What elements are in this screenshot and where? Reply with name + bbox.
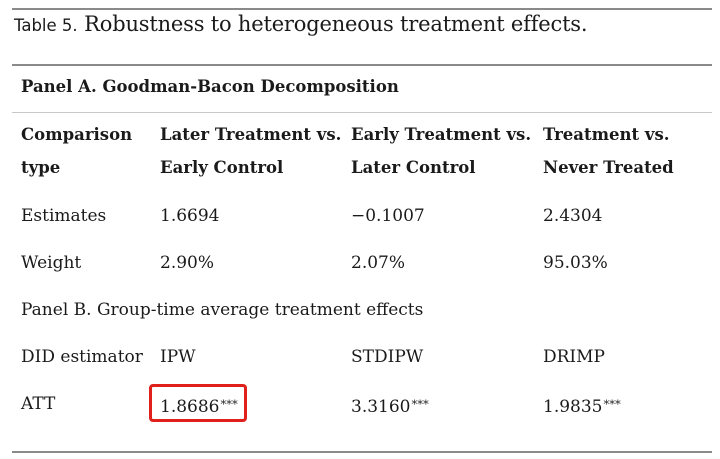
att-drimp-cell: 1.9835*** — [543, 387, 621, 424]
highlight-box — [149, 384, 247, 422]
header-later-treatment-line1: Later Treatment vs. — [160, 125, 342, 144]
table-cell: 1.6694 — [160, 206, 220, 226]
row-label: DID estimator — [21, 347, 143, 367]
estimator-drimp: DRIMP — [543, 347, 605, 367]
table-cell: −0.1007 — [351, 206, 425, 226]
table-cell: 2.4304 — [543, 206, 603, 226]
header-early-treatment-line1: Early Treatment vs. — [351, 125, 532, 144]
caption-divider — [12, 64, 712, 66]
significance-stars: *** — [603, 397, 621, 411]
att-stdipw-cell: 3.3160*** — [351, 387, 429, 424]
estimator-ipw: IPW — [160, 347, 196, 367]
header-early-treatment-line2: Later Control — [351, 158, 476, 177]
header-later-treatment-line2: Early Control — [160, 158, 284, 177]
caption-title: Robustness to heterogeneous treatment ef… — [84, 12, 588, 36]
significance-stars: *** — [220, 397, 238, 411]
row-label: ATT — [21, 394, 56, 414]
header-comparison-line2: type — [21, 158, 61, 177]
panel-a-title: Panel A. Goodman-Bacon Decomposition — [21, 77, 399, 96]
header-comparison-line1: Comparison — [21, 125, 133, 144]
table-cell: 95.03% — [543, 253, 608, 273]
row-label: Estimates — [21, 206, 107, 226]
att-ipw-cell: 1.8686*** — [160, 387, 238, 424]
att-value: 1.9835 — [543, 397, 603, 417]
table-bottom-rule — [12, 451, 712, 453]
table-top-rule — [12, 8, 712, 10]
table-cell: 2.90% — [160, 253, 215, 273]
att-value: 3.3160 — [351, 397, 411, 417]
att-value: 1.8686 — [160, 397, 220, 417]
caption-label: Table 5. — [14, 16, 78, 35]
estimator-stdipw: STDIPW — [351, 347, 424, 367]
table-cell: 2.07% — [351, 253, 406, 273]
table-caption: Table 5. Robustness to heterogeneous tre… — [14, 12, 588, 36]
panel-a-divider — [12, 112, 712, 113]
header-never-treated-line1: Treatment vs. — [543, 125, 670, 144]
significance-stars: *** — [411, 397, 429, 411]
panel-b-title: Panel B. Group-time average treatment ef… — [21, 300, 424, 320]
row-label: Weight — [21, 253, 82, 273]
header-never-treated-line2: Never Treated — [543, 158, 674, 177]
